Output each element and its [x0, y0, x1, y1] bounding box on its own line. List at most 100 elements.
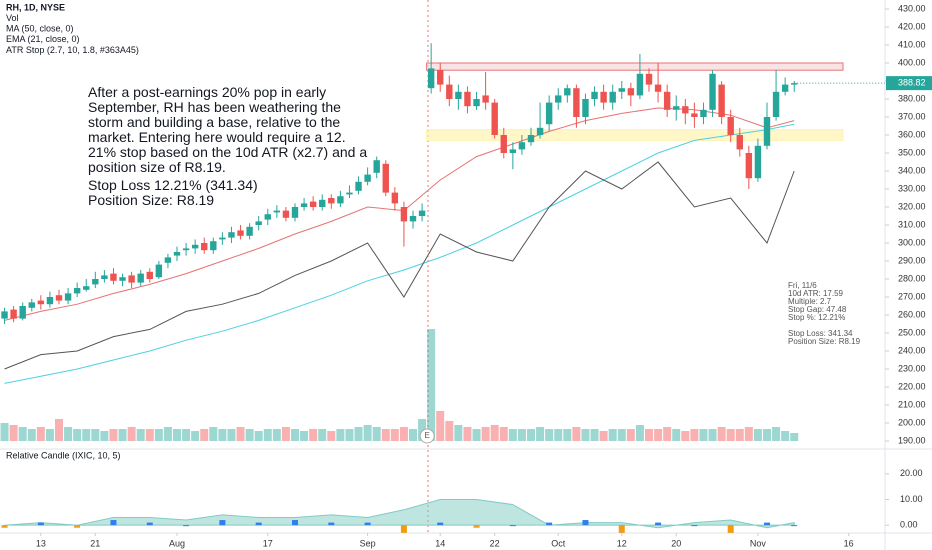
candle-body: [727, 117, 734, 135]
candle-body: [645, 73, 653, 85]
volume-bar: [9, 425, 18, 441]
volume-bar: [672, 429, 681, 441]
volume-bar: [663, 427, 672, 441]
candle-body: [682, 106, 689, 114]
volume-bar: [18, 427, 27, 441]
candle-body: [137, 273, 144, 283]
volume-bar: [744, 427, 753, 441]
volume-bar: [517, 429, 526, 441]
candle-body: [464, 91, 471, 107]
volume-bar: [327, 431, 336, 441]
x-tick-label: 17: [263, 538, 273, 548]
volume-bar: [626, 429, 635, 441]
earnings-label: E: [424, 431, 429, 440]
volume-bar: [381, 429, 390, 441]
rc-bar: [110, 520, 117, 526]
candle-body: [437, 70, 444, 85]
volume-bar: [599, 431, 608, 441]
rc-area: [3, 499, 795, 529]
y-tick-label: 270.00: [898, 291, 926, 301]
y-tick-label: 350.00: [898, 147, 926, 157]
volume-bar: [635, 425, 644, 441]
candle-body: [64, 293, 72, 301]
candle-body: [591, 91, 598, 99]
candle-body: [509, 149, 517, 153]
volume-bar: [291, 429, 299, 441]
info-line: Position Size: R8.19: [788, 337, 861, 346]
candle-body: [545, 102, 553, 125]
volume-bar: [545, 429, 554, 441]
volume-bar: [717, 427, 726, 441]
rc-bar: [146, 522, 153, 526]
candle-body: [781, 84, 789, 92]
candle-body: [427, 68, 435, 89]
candle-body: [673, 106, 680, 110]
volume-bar: [191, 431, 200, 441]
candle-body: [600, 91, 607, 103]
volume-bar: [418, 419, 427, 441]
rc-bar: [74, 525, 81, 528]
volume-bar: [336, 429, 345, 441]
volume-bar: [218, 429, 227, 441]
y-tick-label: 330.00: [898, 183, 926, 193]
candle-body: [255, 221, 262, 225]
candle-body: [146, 271, 153, 279]
rc-bar: [618, 525, 625, 533]
candle-body: [282, 210, 290, 218]
annotation-line: market. Entering here would require a 12…: [88, 129, 346, 145]
y-tick-label: 320.00: [898, 201, 926, 211]
y-tick-label: 410.00: [898, 39, 926, 49]
annotation-line: September, RH has been weathering the: [88, 99, 341, 115]
candle-body: [518, 142, 526, 150]
y-tick-label: 300.00: [898, 237, 926, 247]
volume-bar: [55, 419, 63, 441]
candle-body: [328, 198, 335, 204]
candle-body: [55, 295, 63, 301]
rc-bar: [691, 525, 698, 527]
zones: [426, 62, 844, 141]
volume-bar: [735, 429, 744, 441]
candle-body: [155, 264, 163, 278]
volume-bar: [617, 429, 626, 441]
volume-bar: [27, 429, 36, 441]
x-tick-label: Aug: [169, 538, 185, 548]
volume-bar: [209, 427, 218, 441]
rc-bar: [219, 520, 226, 526]
volume-bar: [118, 429, 127, 441]
volume-bar: [399, 427, 408, 441]
candle-body: [663, 91, 671, 110]
volume-bar: [127, 427, 136, 441]
volume-bar: [236, 427, 245, 441]
candle-body: [527, 135, 535, 143]
volume-bar: [463, 427, 472, 441]
y-tick-label: 380.00: [898, 93, 926, 103]
y-tick-label: 190.00: [898, 435, 926, 445]
info-line: 10d ATR: 17.59: [788, 289, 844, 298]
volume-bar: [790, 433, 799, 441]
y-tick-label: 370.00: [898, 111, 926, 121]
candle-body: [627, 88, 635, 96]
candle-body: [191, 244, 199, 249]
candle-body: [173, 252, 181, 256]
candle-body: [482, 95, 489, 103]
volume-bar: [645, 429, 653, 441]
candle-body: [446, 84, 453, 99]
candle-body: [718, 84, 725, 117]
candle-body: [409, 216, 417, 222]
y-tick-label: 280.00: [898, 273, 926, 283]
volume-bar: [109, 429, 118, 441]
y-tick-label: 260.00: [898, 309, 926, 319]
indicator-line: [4, 123, 795, 384]
candle-body: [772, 91, 780, 117]
x-tick-label: Nov: [750, 538, 767, 548]
rc-bar: [546, 522, 553, 526]
candle-body: [418, 210, 426, 216]
candle-body: [636, 73, 644, 96]
candle-body: [791, 83, 798, 85]
volume-bar: [436, 411, 445, 441]
y-tick-label: 420.00: [898, 21, 926, 31]
volume-bar: [536, 427, 545, 441]
volume-bar: [581, 429, 590, 441]
candle-body: [319, 199, 326, 207]
